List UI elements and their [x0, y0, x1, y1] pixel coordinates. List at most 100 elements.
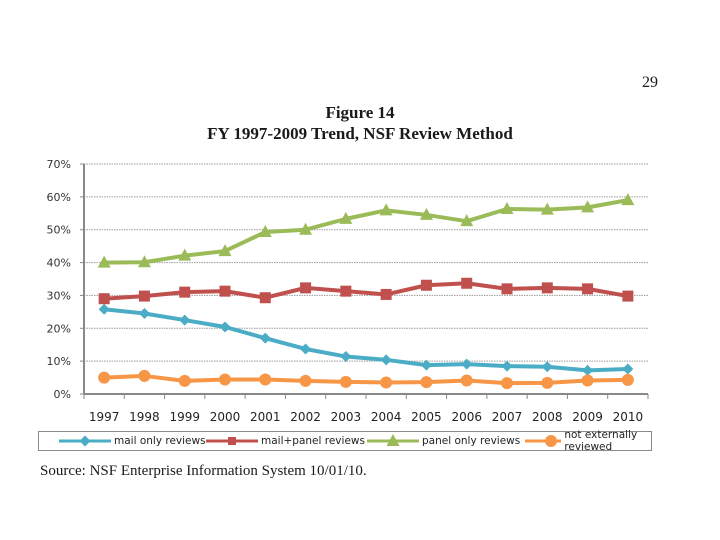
legend-label: not externally reviewed	[564, 429, 638, 453]
series-line	[103, 307, 628, 373]
x-tick-label: 2010	[613, 410, 644, 424]
data-point	[138, 369, 151, 382]
data-point	[621, 193, 635, 206]
y-tick-label: 20%	[47, 322, 71, 335]
data-point	[259, 373, 272, 386]
series-line	[104, 373, 628, 386]
y-tick-label: 30%	[47, 289, 71, 302]
legend-item: panel only reviews	[367, 434, 520, 448]
x-tick-label: 2001	[250, 410, 281, 424]
y-tick-label: 60%	[47, 191, 71, 204]
data-point	[179, 314, 191, 326]
y-tick-label: 10%	[47, 355, 71, 368]
legend-label: panel only reviews	[422, 435, 521, 447]
x-tick-label: 1997	[89, 410, 120, 424]
legend: mail only reviews mail+panel reviews panel…	[38, 429, 652, 453]
legend-marker	[79, 435, 91, 447]
data-point	[219, 285, 231, 297]
data-point	[581, 374, 594, 387]
data-point	[138, 308, 150, 319]
data-point	[259, 332, 271, 344]
data-point	[541, 361, 553, 373]
data-point	[500, 202, 514, 215]
data-point	[300, 343, 312, 355]
data-point	[541, 282, 553, 294]
legend-marker	[545, 435, 557, 447]
data-point	[219, 373, 231, 386]
figure-title: FY 1997-2009 Trend, NSF Review Method	[207, 124, 513, 143]
legend-swatch	[367, 434, 419, 446]
data-point	[420, 359, 432, 371]
data-point	[97, 255, 111, 268]
x-tick-label: 2006	[451, 410, 482, 424]
gridlines	[84, 163, 648, 362]
data-point	[460, 374, 473, 387]
y-tick-label: 70%	[47, 158, 71, 171]
x-tick-label: 1998	[129, 410, 160, 424]
data-point	[300, 282, 312, 294]
legend-marker	[386, 434, 400, 446]
data-point	[582, 364, 594, 376]
data-point	[299, 374, 312, 387]
data-point	[621, 373, 634, 386]
data-point	[419, 207, 433, 220]
data-point	[420, 279, 432, 291]
x-tick-label: 2004	[371, 410, 402, 424]
data-point	[339, 211, 353, 224]
series-mail-only-reviews	[98, 303, 634, 376]
legend-label: mail only reviews	[114, 435, 206, 447]
page-number: 29	[642, 74, 658, 91]
data-point	[218, 244, 232, 257]
data-point	[178, 248, 192, 261]
data-point	[622, 363, 634, 375]
x-tick-label: 2007	[492, 410, 523, 424]
legend-item: mail only reviews	[59, 434, 206, 448]
data-point	[299, 222, 313, 235]
data-point	[178, 374, 191, 387]
data-point	[340, 285, 352, 297]
y-tick-label: 0%	[54, 388, 71, 401]
data-point	[460, 214, 474, 227]
line-chart: 0% 10% 20% 30% 40% 50% 60% 70% 1997 1998 1999 2000 2…	[47, 158, 649, 424]
series	[97, 193, 635, 390]
legend-label: mail+panel reviews	[261, 435, 365, 447]
figure-label: Figure 14	[325, 103, 395, 122]
x-tick-label: 2009	[572, 410, 603, 424]
data-point	[258, 225, 272, 238]
data-point	[582, 283, 594, 295]
data-point	[501, 377, 513, 390]
data-point	[501, 360, 513, 372]
legend-item: mail+panel reviews	[206, 434, 365, 448]
data-point	[379, 203, 393, 216]
series-not-externally-reviewed	[98, 369, 634, 390]
data-point	[380, 376, 393, 389]
data-point	[501, 283, 513, 295]
data-point	[461, 358, 473, 370]
legend-marker	[228, 437, 236, 445]
series-line	[104, 281, 629, 301]
x-tick-label: 2003	[331, 410, 362, 424]
data-point	[98, 371, 111, 384]
data-point	[259, 292, 271, 304]
series-mail-panel-reviews	[98, 277, 634, 305]
x-tick-label: 2008	[532, 410, 563, 424]
data-point	[179, 286, 191, 298]
x-tick-label: 2002	[290, 410, 321, 424]
data-point	[138, 290, 150, 302]
data-point	[380, 354, 392, 366]
x-tick-label: 2005	[411, 410, 442, 424]
x-tick-label: 1999	[169, 410, 200, 424]
series-panel-only-reviews	[97, 193, 635, 268]
data-point	[622, 290, 634, 302]
y-tick-label: 40%	[47, 257, 71, 270]
legend-swatch	[59, 435, 111, 447]
data-point	[339, 375, 352, 388]
data-point	[581, 200, 595, 213]
x-tick-label: 2000	[210, 410, 241, 424]
legend-swatch	[525, 435, 562, 447]
legend-swatch	[206, 437, 258, 445]
y-tick-label: 50%	[47, 224, 71, 237]
data-point	[98, 293, 110, 305]
data-point	[540, 202, 554, 215]
data-point	[541, 376, 554, 389]
